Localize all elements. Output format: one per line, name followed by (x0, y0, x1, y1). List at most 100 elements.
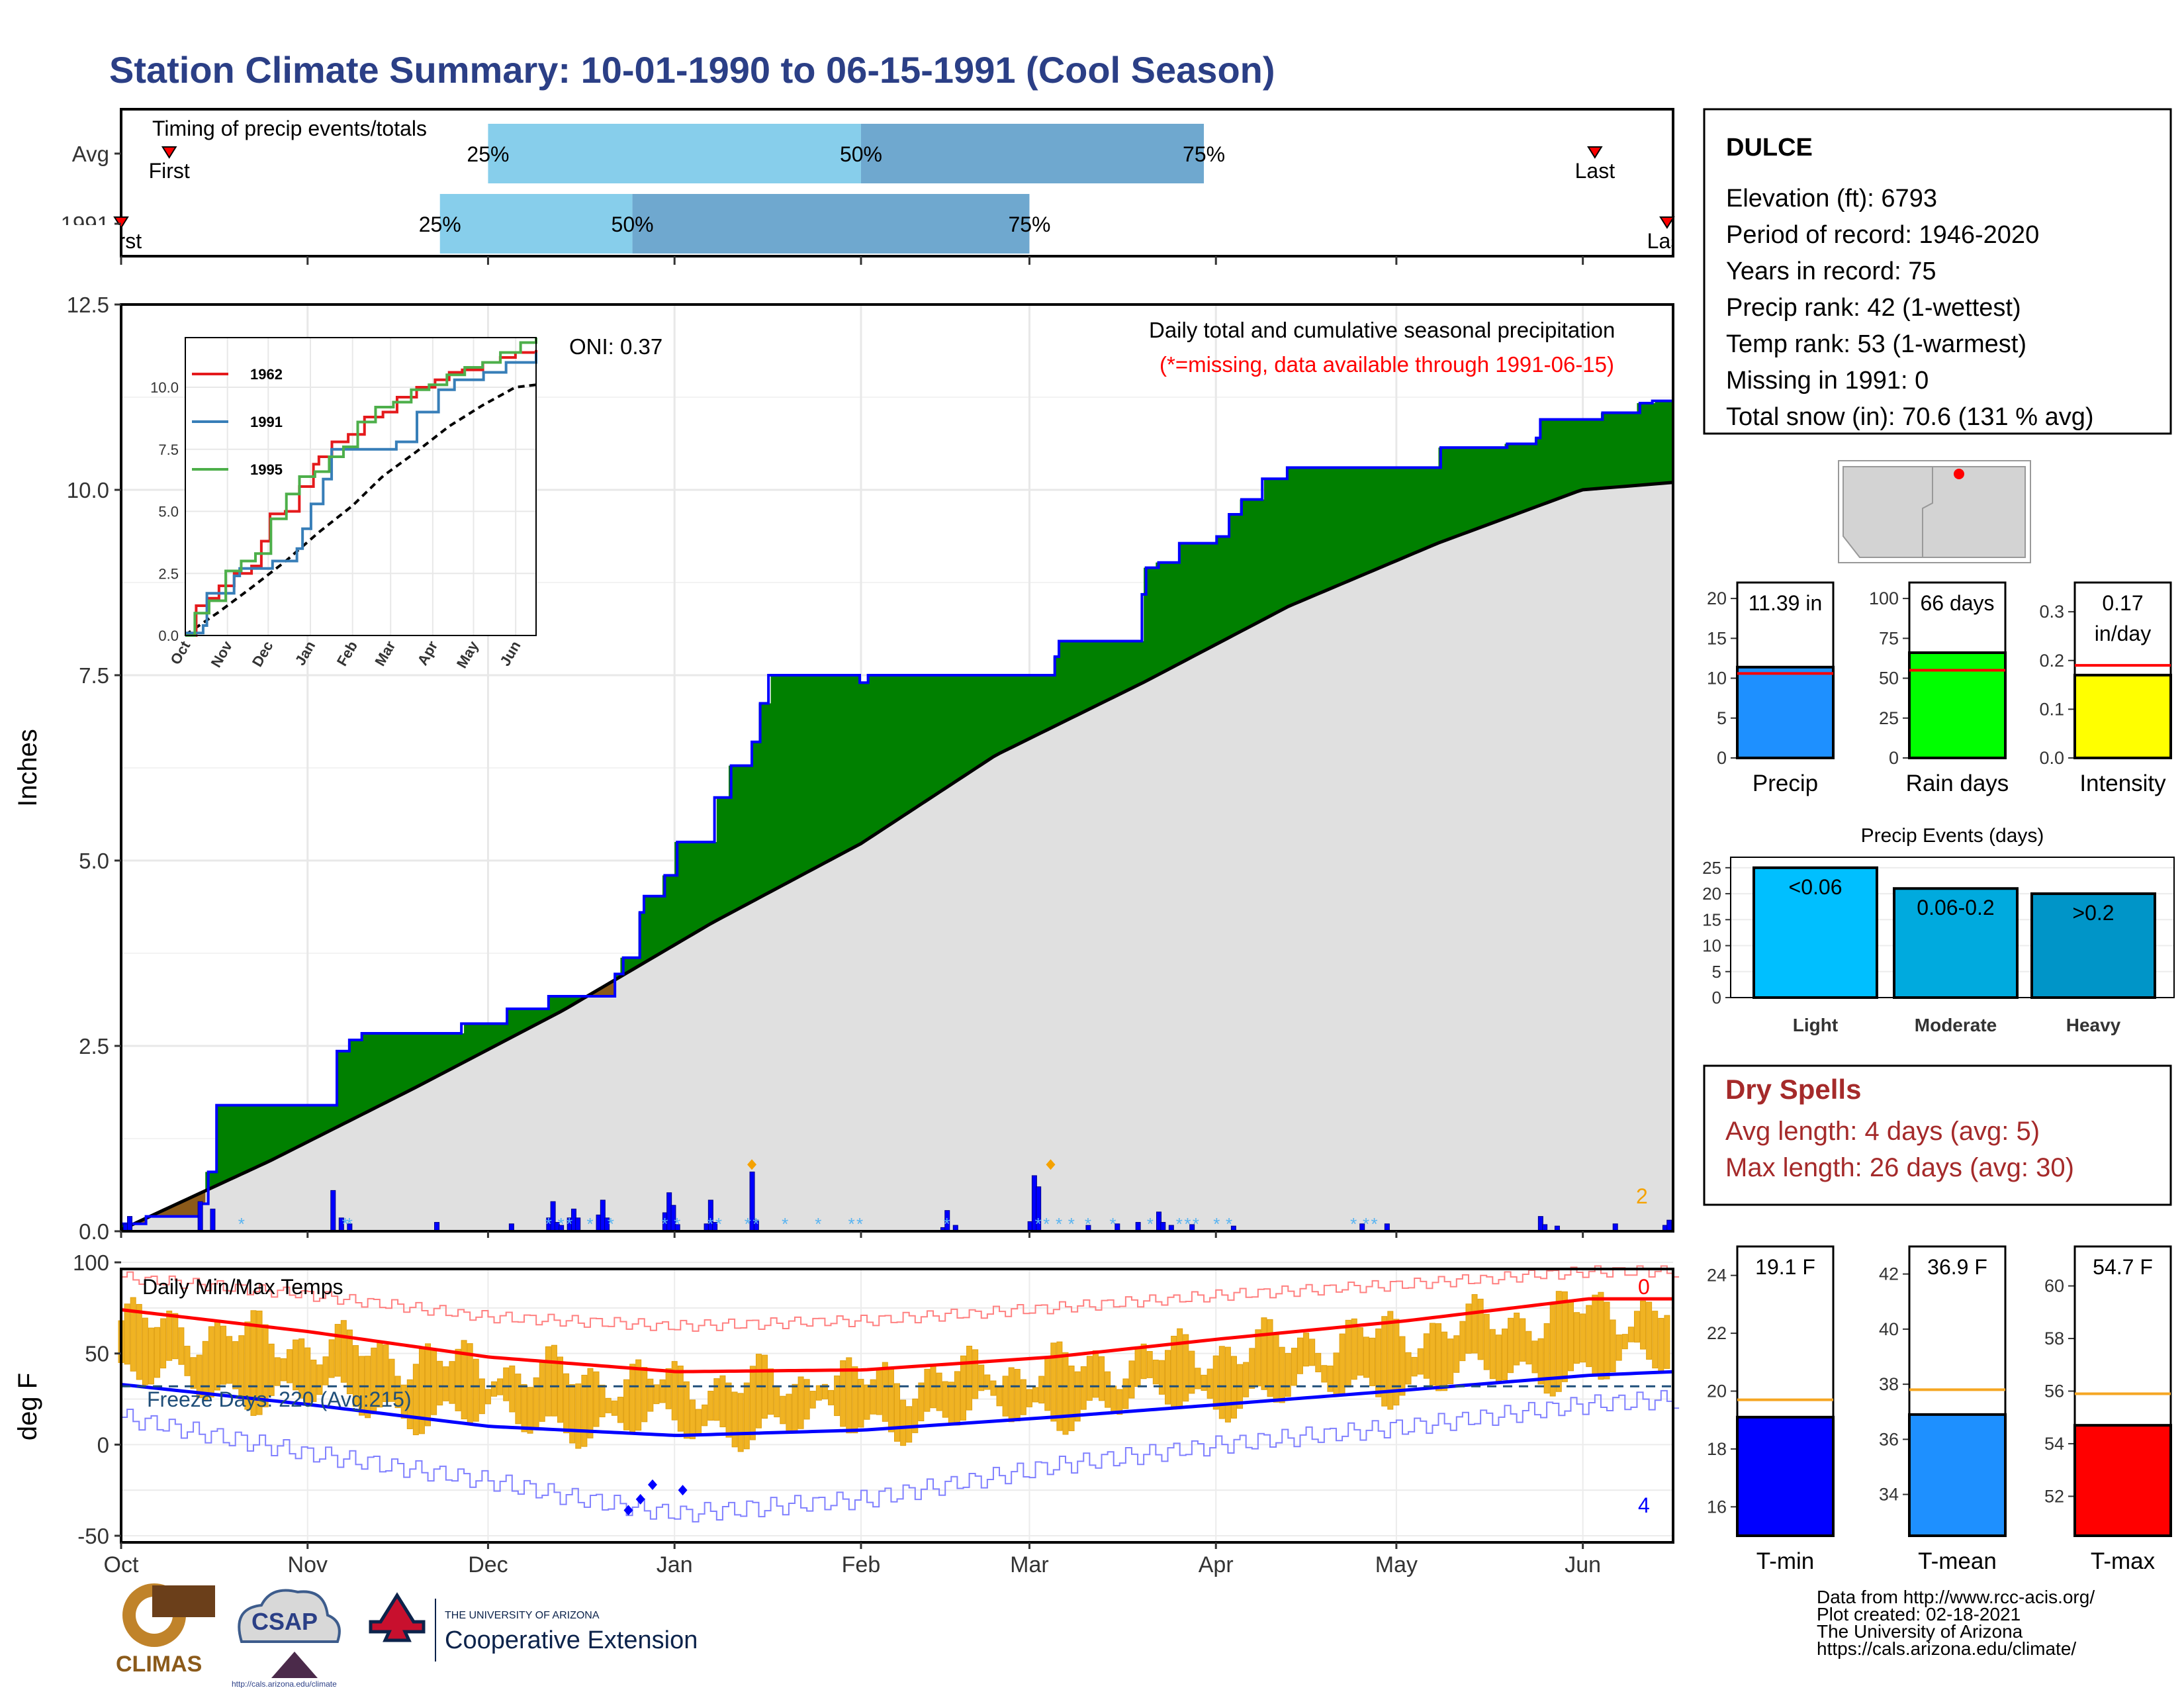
daily-temp-bar (1183, 1334, 1189, 1402)
daily-temp-bar (1218, 1346, 1225, 1419)
daily-temp-bar (1014, 1369, 1021, 1422)
daily-temp-bar (437, 1360, 443, 1406)
temp-summary-ytick-label: 58 (2044, 1329, 2064, 1348)
daily-temp-bar (1152, 1360, 1159, 1385)
events-ytick-label: 10 (1702, 936, 1721, 956)
daily-temp-bar (593, 1371, 600, 1427)
inset-ytick-label: 0.0 (158, 628, 179, 644)
daily-temp-bar (599, 1384, 606, 1417)
daily-temp-bar (1429, 1323, 1435, 1386)
daily-temp-bar (503, 1367, 510, 1401)
snow-marker: * (1085, 1214, 1091, 1234)
station-line: Period of record: 1946-2020 (1726, 221, 2039, 249)
temp-summary-ytick-label: 34 (1879, 1485, 1899, 1505)
station-info-box: DULCE Elevation (ft): 6793 Period of reco… (1703, 108, 2172, 435)
temp-summary-ytick-label: 40 (1879, 1319, 1899, 1339)
daily-temp-bar (394, 1376, 401, 1409)
daily-temp-bar (864, 1384, 870, 1420)
daily-temp-bar (1327, 1365, 1334, 1392)
station-location-dot (1954, 469, 1964, 479)
precip-ytick-label: 5.0 (79, 849, 109, 873)
snow-marker: * (545, 1214, 552, 1234)
daily-temp-bar (647, 1378, 654, 1412)
daily-temp-bar (563, 1373, 570, 1434)
events-ytick-label: 15 (1702, 910, 1721, 929)
daily-temp-bar (539, 1360, 545, 1422)
daily-temp-bar (821, 1383, 828, 1399)
precip-ytick-label: 7.5 (79, 663, 109, 688)
daily-temp-bar (1393, 1319, 1400, 1406)
daily-temp-bar (1201, 1374, 1207, 1391)
daily-temp-bar (677, 1365, 684, 1432)
daily-precip-bar (210, 1208, 216, 1232)
timing-pct-label: 75% (1183, 142, 1225, 166)
daily-temp-bar (268, 1343, 275, 1396)
daily-temp-bar (1502, 1329, 1508, 1381)
daily-temp-bar (1369, 1337, 1376, 1386)
daily-temp-bar (840, 1360, 846, 1427)
daily-temp-bar (924, 1368, 931, 1412)
daily-temp-bar (1520, 1318, 1526, 1362)
daily-temp-bar (1652, 1311, 1659, 1369)
temp-summary-bar (1908, 1413, 2007, 1538)
daily-temp-bar (587, 1368, 594, 1438)
ua-logo: THE UNIVERSITY OF ARIZONA Cooperative Ex… (369, 1592, 698, 1662)
snow-marker: * (1226, 1214, 1232, 1234)
daily-temp-bar (635, 1359, 642, 1431)
daily-temp-bar (900, 1399, 907, 1446)
daily-temp-bar (1381, 1316, 1388, 1407)
daily-temp-bar (1417, 1348, 1424, 1375)
daily-temp-bar (1531, 1340, 1538, 1374)
extreme-low-marker (623, 1505, 633, 1516)
footer-line-3: The University of Arizona (1817, 1621, 2023, 1642)
snow-marker: * (1371, 1214, 1377, 1234)
daily-temp-bar (1447, 1338, 1454, 1385)
daily-precip-bar (575, 1217, 581, 1232)
snow-marker: * (707, 1214, 713, 1234)
daily-temp-bar (1111, 1385, 1117, 1414)
daily-temp-bar (743, 1382, 750, 1450)
daily-temp-bar (882, 1362, 888, 1422)
daily-temp-bar (918, 1382, 925, 1421)
oni-value: ONI: 0.37 (569, 334, 662, 359)
station-name: DULCE (1726, 134, 1813, 162)
daily-temp-bar (521, 1383, 527, 1432)
daily-temp-bar (184, 1346, 191, 1376)
climas-logo: CLIMAS (116, 1583, 215, 1677)
climas-text: CLIMAS (116, 1652, 202, 1677)
precip-events-panel: Precip Events (days) 0 5 10 15 20 25 <0.06 Light… (1702, 825, 2175, 1035)
daily-temp-bar (828, 1389, 835, 1405)
daily-temp-bar (1495, 1335, 1502, 1383)
station-info-frame (1703, 108, 2172, 435)
inset-series-line (185, 352, 537, 635)
daily-temp-bar (1165, 1350, 1171, 1405)
dry-spells-avg: Avg length: 4 days (avg: 5) (1725, 1117, 2040, 1146)
daily-temp-bar (1255, 1329, 1261, 1387)
daily-temp-bar (142, 1317, 148, 1385)
events-bar (2030, 892, 2156, 999)
daily-temp-bar (220, 1325, 227, 1385)
precip-summary-bar (2073, 673, 2172, 759)
daily-temp-bar (316, 1364, 323, 1395)
timing-q3-box (860, 124, 1205, 183)
snow-marker: * (1213, 1214, 1220, 1234)
daily-precip-bar (197, 1201, 203, 1232)
snow-marker: * (238, 1214, 245, 1234)
snow-marker: * (944, 1214, 950, 1234)
snow-marker: * (661, 1214, 668, 1234)
footer: CLIMAS CSAP http://cals.arizona.edu/clim… (116, 1583, 2095, 1688)
daily-temp-bar (1525, 1331, 1532, 1365)
precip-marks: * ** * * * * * * * * * * * * * * * * * * * * * * * * * * * * * * * (120, 387, 1674, 1234)
timing-left-mask (0, 225, 120, 258)
daily-temp-bar (1140, 1343, 1147, 1380)
events-category-label: Light (1793, 1015, 1838, 1035)
daily-temp-bar (749, 1366, 756, 1440)
daily-temp-bar (803, 1379, 810, 1420)
daily-temp-bar (1128, 1360, 1135, 1399)
temp-summary-bar (2073, 1424, 2172, 1538)
daily-temp-bar (1549, 1303, 1556, 1397)
daily-temp-bar (1555, 1291, 1562, 1392)
daily-temp-bar (1146, 1351, 1153, 1378)
daily-temp-bar (768, 1368, 774, 1415)
daily-temp-bar (1363, 1336, 1369, 1378)
